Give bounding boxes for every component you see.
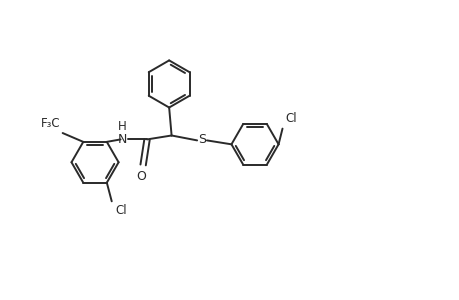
Text: Cl: Cl — [115, 204, 127, 217]
Text: N: N — [117, 133, 126, 146]
Text: O: O — [136, 170, 146, 183]
Text: S: S — [198, 133, 206, 146]
Text: Cl: Cl — [284, 112, 296, 125]
Text: H: H — [118, 119, 126, 133]
Text: F₃C: F₃C — [41, 117, 61, 130]
